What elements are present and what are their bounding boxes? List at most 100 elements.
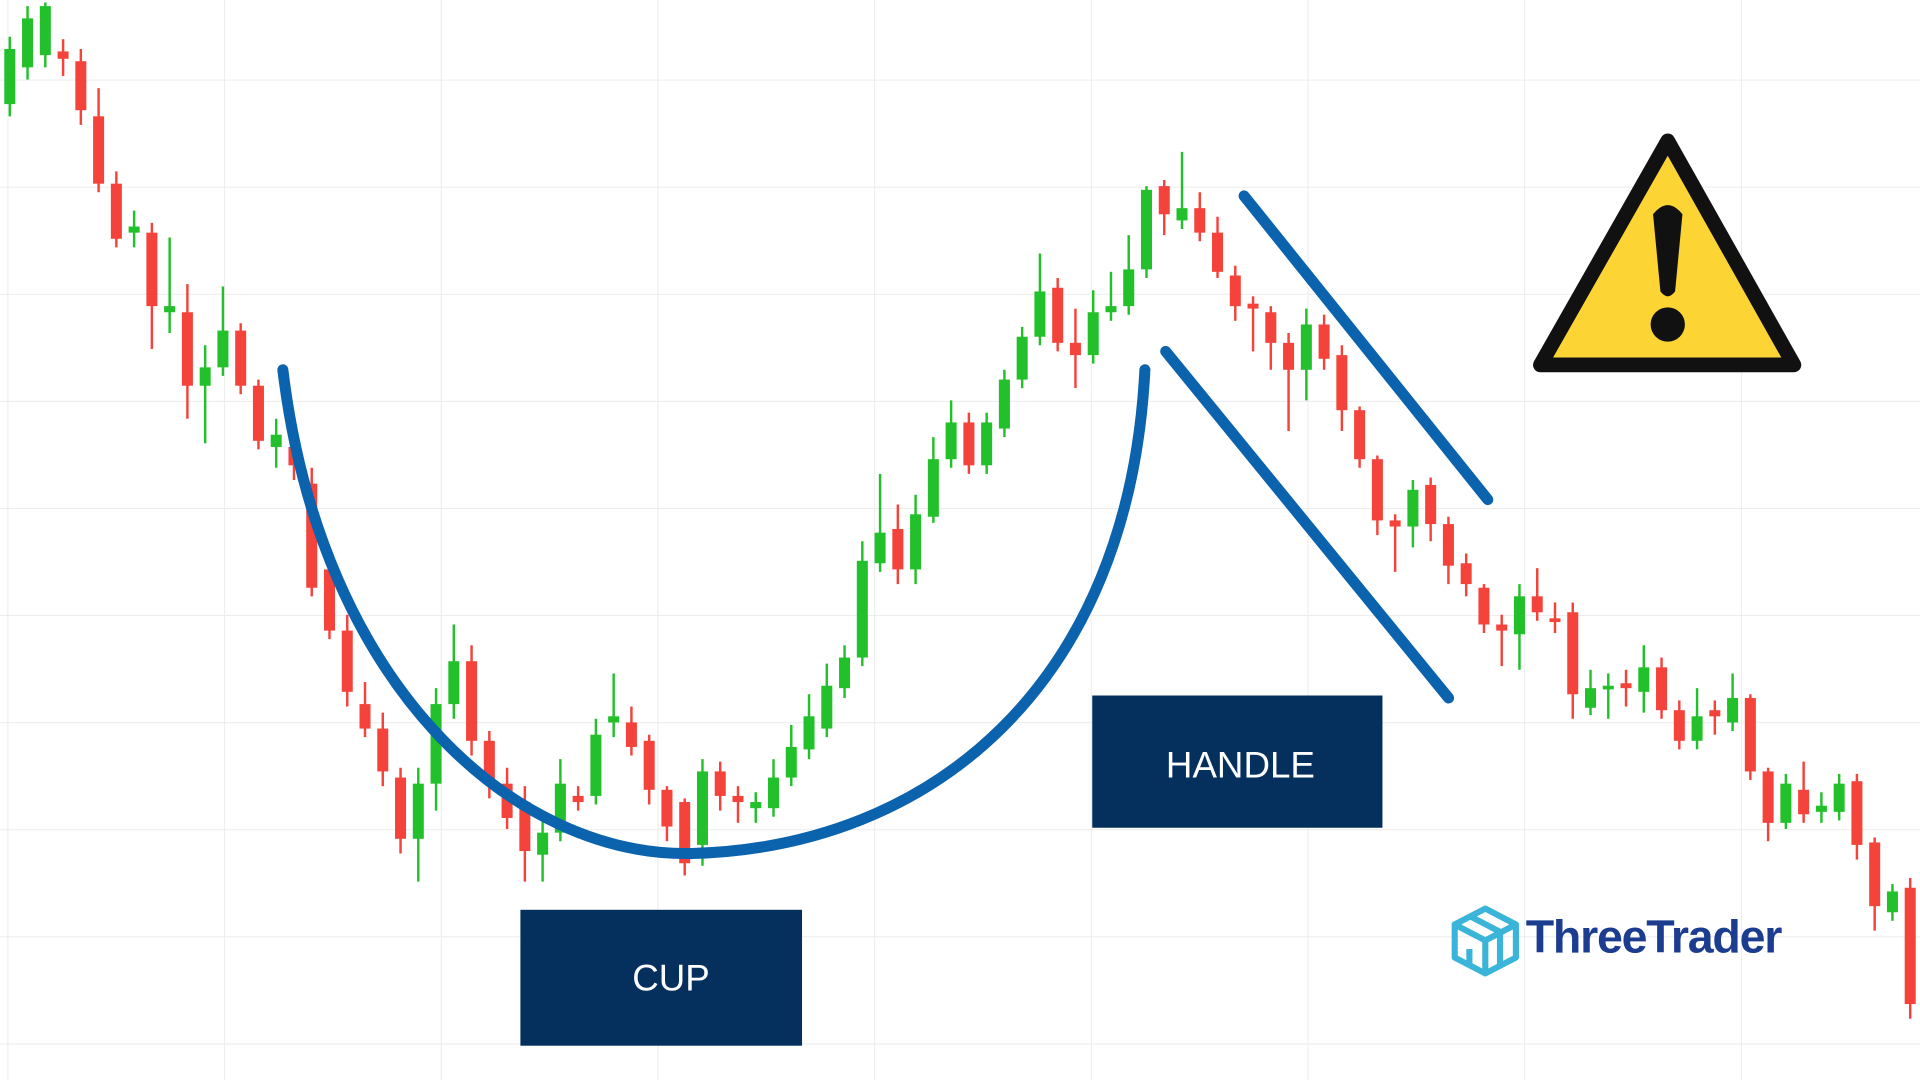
candle-body [1727,697,1739,723]
candle-body [412,783,424,839]
candle-body [1425,484,1437,525]
candle-body [1798,789,1810,815]
candle-body [1407,489,1419,527]
candle-body [1283,342,1295,370]
candle-body [110,183,122,239]
candle-body [448,661,460,705]
handle-line-upper [1238,190,1494,506]
candle-body [963,422,975,466]
candle-body [164,306,176,313]
candle-body [4,48,16,105]
warning-icon [1533,133,1802,373]
candle-body [1069,342,1081,356]
candle-body [1904,887,1916,1005]
candle-body [1531,596,1543,613]
candle-body [608,716,620,723]
logo-icon [1451,905,1519,977]
candle-body [341,630,353,692]
candle-body [1229,275,1241,307]
candle-body [1265,312,1277,343]
candle-body [1105,306,1117,313]
candle-body [1052,287,1064,343]
candle-body [1869,842,1881,907]
annotations [277,190,1494,859]
candle-body [1673,710,1685,741]
candle-body [1584,688,1597,708]
candle-body [1709,710,1721,717]
candle-body [714,771,726,796]
candle-body [306,483,318,588]
candle-body [1780,783,1792,823]
candle-body [128,226,140,233]
candle-body [554,783,566,833]
candle-body [1318,324,1330,359]
candle-body [1513,596,1525,635]
cup-curve [277,364,1151,859]
candle-body [466,661,478,741]
candle-body [22,18,34,68]
candle-body [1336,355,1348,411]
candle-body [181,312,193,386]
candle-body [377,728,389,772]
candle-body [768,777,780,809]
candle-body [270,434,282,447]
candle-body [998,379,1010,429]
candle-body [537,832,549,855]
candle-body [785,746,797,778]
candle-body [821,685,833,729]
handle-line-lower [1160,345,1455,704]
candle-body [1247,303,1259,309]
candle-body [1656,667,1668,711]
candle-body [1886,891,1898,913]
candle-body [93,116,105,184]
candle-body [1034,291,1046,337]
candle-body [1389,520,1401,527]
candle-body [679,802,691,864]
candle-body [856,560,868,658]
candle-body [572,795,584,803]
candle-body [1300,324,1312,370]
candle-body [1354,410,1366,460]
candle-body [839,657,851,689]
candle-body [1762,771,1774,823]
candle-body [1371,459,1383,521]
candle-body [359,704,371,729]
candle-body [696,771,708,845]
cup-label: CUP [632,958,710,999]
candles [4,2,1916,1019]
candle-body [732,795,744,803]
candle-body [874,532,886,564]
candle-body [1602,685,1614,690]
candle-body [1016,336,1028,380]
handle-label: HANDLE [1166,744,1315,785]
candle-body [146,232,158,307]
candle-body [892,528,904,570]
candle-body [1442,524,1454,566]
candle-body [590,734,602,796]
candle-body [1478,587,1490,625]
candle-body [1212,232,1224,272]
candle-body [1851,781,1863,845]
candle-body [1087,312,1099,356]
cup-box [520,909,803,1046]
candle-body [927,459,939,517]
candle-body [625,722,637,747]
candle-body [1691,716,1703,741]
candle-body [430,704,442,784]
logo-text: ThreeTrader [1526,911,1783,963]
candle-body [910,514,922,570]
candle-body [750,802,762,809]
candle-body [1460,563,1472,585]
candle-body [1567,612,1579,695]
candle-body [217,330,229,368]
candle-body [75,61,87,111]
candle-body [199,367,211,386]
candle-body [323,569,336,631]
candle-body [1549,618,1561,623]
candle-body [1815,805,1827,812]
candle-body [39,6,51,56]
candle-body [252,385,264,441]
